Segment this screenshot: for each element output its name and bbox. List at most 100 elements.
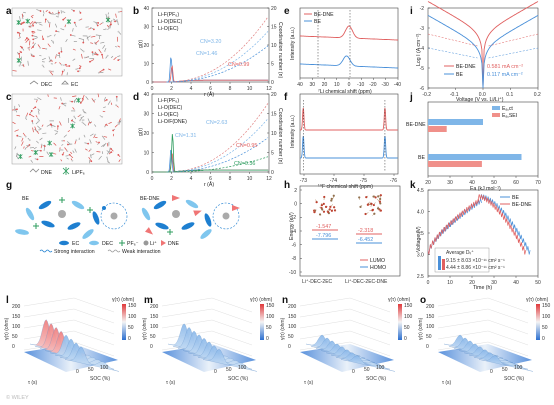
panel-i-legend-bedne: BE-DNE (456, 64, 476, 70)
atom (112, 129, 115, 132)
dec-molecule (141, 207, 151, 221)
atom (39, 149, 42, 152)
panel-k-xtick-label: 40 (513, 280, 519, 286)
gitt-curve (427, 194, 527, 255)
molecule-bond (54, 130, 59, 132)
panel-h-val-3: -2.318 (358, 228, 373, 234)
li-ion (110, 212, 118, 220)
molecule-bond (105, 13, 108, 19)
atom (18, 52, 20, 55)
molecule-bond (86, 36, 89, 41)
atom (82, 41, 85, 44)
li-ion (222, 212, 230, 220)
dec-molecule (15, 229, 29, 235)
bond (365, 212, 369, 215)
molecule-bond (60, 28, 65, 31)
panel-letter-h: h (284, 180, 290, 191)
atom (16, 134, 19, 137)
drt-colorbar-tick: 150 (266, 303, 275, 309)
panel-j-frame (427, 101, 539, 177)
li-ion (58, 210, 66, 218)
panel-i-tafel-chart: BE-DNE BE 0.581 mA cm⁻² 0.117 mA cm⁻² Lo… (416, 1, 541, 103)
pf6-anion (47, 140, 52, 146)
atom (108, 25, 111, 28)
atom (39, 46, 42, 49)
molecule-bond (103, 136, 108, 138)
drt-z-tick: 50 (288, 334, 294, 340)
atom (38, 128, 41, 131)
molecule-bond (19, 16, 21, 21)
coordination-number-curve (166, 118, 269, 173)
nmr-spectrum (300, 135, 398, 159)
panel-b-ytick-label: 10 (144, 61, 150, 67)
panel-k-ytick-label: 3.5 (417, 231, 424, 237)
molecule-bond (110, 20, 113, 23)
molecule-bond (32, 127, 34, 133)
atom (71, 119, 73, 122)
panel-letter-o: o (420, 295, 426, 306)
atom (29, 146, 32, 149)
panel-letter-n: n (282, 295, 288, 306)
panel-i-ticks: -0.2 -0.1 0.0 0.1 0.2 -2 -3 -4 -5 -6 (420, 6, 541, 98)
drt-z-label: γ(τ) (ohm) (280, 317, 286, 340)
panel-j-ticks: 20 30 40 50 60 70 (425, 176, 541, 186)
legend-c-dne: DNE (41, 170, 52, 176)
molecule-bond (27, 60, 29, 66)
drt-colorbar-tick: 0 (404, 336, 407, 342)
atom (39, 10, 42, 12)
atom (52, 70, 54, 73)
panel-b-right-ytick-label: 15 (271, 24, 277, 30)
bond (372, 213, 375, 216)
panel-b-xlabel: r (Å) (204, 91, 214, 98)
panel-i-ytick-label: -6 (420, 86, 425, 92)
drt-colorbar-tick: 0 (128, 336, 131, 342)
panel-k-ytick-label: 2.5 (417, 274, 424, 280)
molecule-bond (101, 151, 104, 155)
molecule-bond (17, 51, 19, 55)
panel-d-xtick-label: 8 (229, 176, 232, 182)
molecule-bond (118, 159, 121, 162)
atom (105, 98, 108, 101)
molecule-bond (16, 155, 19, 160)
atom (48, 70, 51, 73)
molecule-bond (114, 124, 118, 128)
atom (67, 143, 69, 146)
molecule-bond (31, 14, 34, 17)
dec-legend-icon (89, 240, 99, 246)
weak-interaction-icon (107, 249, 121, 253)
panel-j-xtick-label: 60 (513, 180, 519, 186)
coordination-site (102, 206, 106, 210)
panel-e-li-nmr-chart: BE-DNE BE Intensity (a.u.) ⁷Li chemical … (290, 7, 401, 95)
bar-be-ea-ct (428, 154, 522, 160)
molecule-bond (89, 121, 92, 124)
panel-e-xtick-label: -40 (394, 82, 401, 88)
atom (58, 52, 61, 55)
panel-g-legend-strong: Strong interaction (54, 249, 95, 255)
molecule-bond (70, 151, 73, 154)
atom (106, 156, 108, 159)
panel-i-xlabel: Voltage (V vs. Li/Li⁺) (456, 97, 504, 103)
drt-colorbar-tick: 50 (404, 325, 410, 331)
panel-letter-i: i (410, 6, 413, 17)
panel-k-legend-be: BE (512, 195, 519, 201)
tafel-fit-line (427, 33, 478, 47)
drt-z-tick: 50 (12, 334, 18, 340)
panel-k-avg-title: Average Dₗᵢ⁺ (446, 250, 474, 256)
molecule-bond (109, 147, 111, 152)
molecule-bond (73, 99, 76, 103)
grid-line (487, 308, 529, 324)
panel-b-ytick-label: 20 (144, 43, 150, 49)
pf6-anion (48, 152, 54, 158)
panel-i-val-2: 0.117 mA cm⁻² (487, 72, 523, 78)
panel-d-xtick-label: 10 (247, 176, 253, 182)
drt-z-tick: 100 (150, 324, 159, 330)
nmr-spectrum (300, 55, 398, 69)
atom (25, 115, 28, 118)
panel-b-xtick-label: 4 (190, 86, 193, 92)
panel-d-ticks: 0 2 4 6 8 10 12 40 30 20 10 0 20 15 10 5 0 (144, 92, 277, 182)
panel-d-ytick-label: 20 (144, 131, 150, 137)
molecule-bond (47, 20, 49, 24)
bond (379, 210, 381, 212)
drt-z-label: γ(τ) (ohm) (418, 317, 424, 340)
panel-g-legend-weak: Weak interaction (122, 249, 161, 255)
